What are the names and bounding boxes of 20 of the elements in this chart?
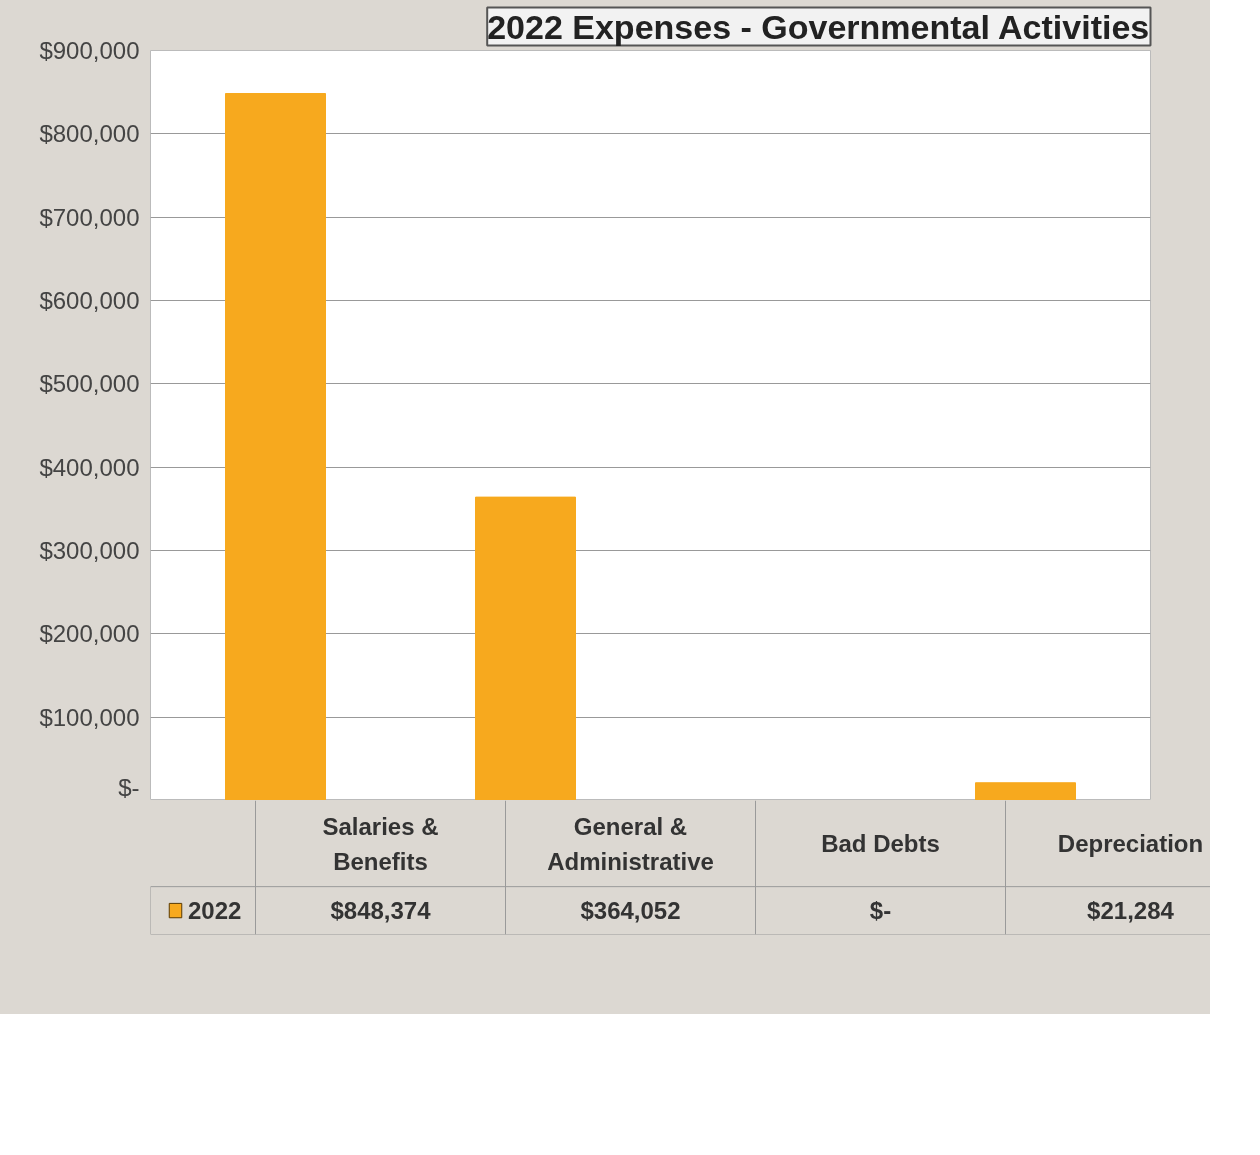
data-label: $848,374: [330, 897, 432, 925]
data-label: $21,284: [1087, 897, 1175, 925]
x-tick-label: Salaries & Benefits: [322, 812, 439, 875]
y-tick-label: $700,000: [39, 203, 140, 231]
y-tick-label: $600,000: [39, 287, 140, 314]
legend-label: 2022: [188, 897, 242, 925]
y-tick-label: $400,000: [39, 453, 140, 481]
chart-title: 2022 Expenses - Governmental Activities: [487, 7, 1150, 46]
y-tick-label: $200,000: [39, 620, 140, 648]
data-label: $364,052: [580, 897, 681, 925]
y-tick-label: $-: [118, 773, 140, 801]
y-tick-label: $500,000: [39, 370, 140, 398]
y-tick-label: $100,000: [39, 703, 140, 731]
x-tick-label: Bad Debts: [821, 830, 940, 858]
x-tick-label: General & Administrative: [547, 812, 714, 875]
data-label: $-: [869, 897, 892, 925]
y-tick-label: $900,000: [39, 37, 140, 64]
x-tick-label: Depreciation: [1057, 830, 1204, 858]
y-tick-label: $300,000: [39, 537, 140, 564]
y-tick-label: $800,000: [39, 120, 140, 148]
